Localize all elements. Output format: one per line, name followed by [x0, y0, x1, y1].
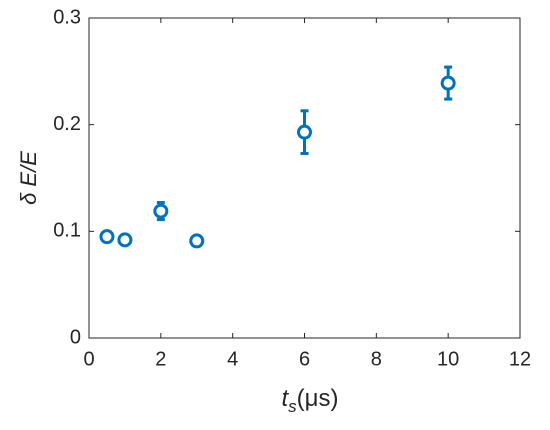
x-axis-label-sub: s: [288, 397, 297, 416]
x-axis-label-rest: (μs): [297, 385, 339, 412]
marker: [440, 75, 456, 91]
marker: [297, 124, 312, 140]
x-tick-label: 2: [155, 348, 166, 370]
x-tick-label: 12: [509, 348, 531, 370]
plot-frame: [88, 17, 521, 339]
x-tick-label: 4: [227, 348, 238, 370]
marker: [117, 232, 133, 248]
marker: [189, 233, 205, 249]
y-tick-label: 0.3: [53, 6, 81, 28]
x-tick-label: 6: [299, 348, 310, 370]
x-tick-label: 8: [371, 348, 382, 370]
x-tick-label: 0: [83, 348, 94, 370]
x-axis-label: ts(μs): [282, 385, 339, 416]
y-axis-label: δ E/E: [16, 151, 41, 205]
marker: [99, 229, 115, 245]
y-tick-label: 0.2: [53, 113, 81, 135]
x-tick-label: 10: [437, 348, 459, 370]
y-tick-label: 0.1: [53, 220, 81, 242]
marker: [153, 203, 169, 219]
y-tick-label: 0: [70, 326, 81, 348]
x-axis-label-main: t: [282, 385, 290, 412]
